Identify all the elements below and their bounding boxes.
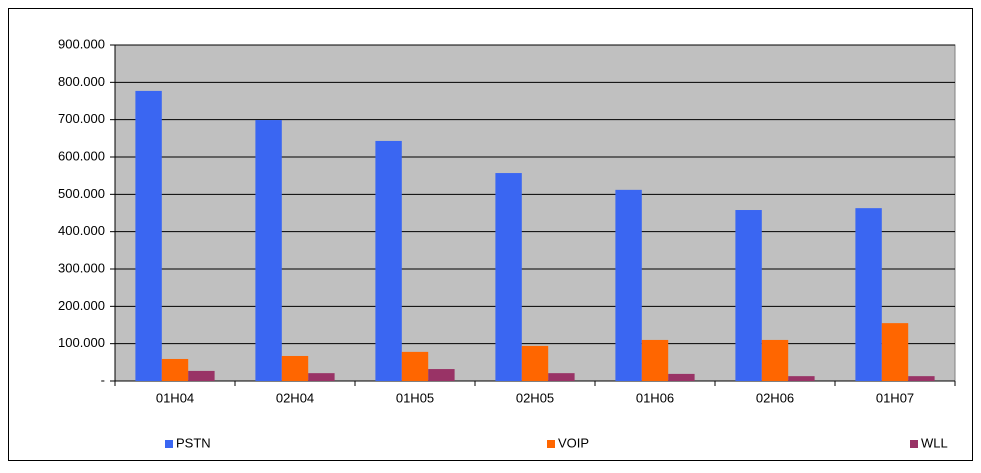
- legend-label: VOIP: [558, 435, 589, 450]
- y-tick-label: 900.000: [58, 36, 105, 51]
- y-tick-label: 800.000: [58, 74, 105, 89]
- bar: [881, 323, 909, 381]
- x-tick-label: 02H04: [276, 390, 314, 405]
- y-tick-label: 600.000: [58, 148, 105, 163]
- bar: [188, 370, 215, 381]
- bar: [548, 373, 575, 381]
- bar: [281, 355, 309, 381]
- bar: [401, 351, 429, 381]
- x-tick-label: 01H04: [156, 390, 194, 405]
- y-tick-label: 500.000: [58, 186, 105, 201]
- legend-label: WLL: [921, 435, 948, 450]
- y-tick-label: -: [101, 372, 105, 387]
- y-tick-label: 200.000: [58, 298, 105, 313]
- bar: [308, 373, 335, 381]
- legend-swatch: [910, 440, 918, 448]
- bar: [495, 173, 522, 381]
- bar: [641, 339, 669, 381]
- legend-swatch: [547, 440, 555, 448]
- bar: [761, 339, 789, 381]
- x-tick-label: 01H06: [636, 390, 674, 405]
- bar: [788, 376, 815, 381]
- plot-area: [114, 44, 956, 382]
- y-tick-label: 300.000: [58, 260, 105, 275]
- y-tick-label: 700.000: [58, 111, 105, 126]
- bar: [135, 90, 162, 382]
- y-tick-label: 400.000: [58, 223, 105, 238]
- x-tick-label: 01H05: [396, 390, 434, 405]
- bar: [668, 373, 695, 381]
- bar: [735, 210, 762, 381]
- bar: [255, 120, 282, 381]
- x-tick-label: 02H06: [756, 390, 794, 405]
- bar: [375, 140, 402, 381]
- bar: [908, 376, 935, 381]
- legend-swatch: [165, 440, 173, 448]
- bar: [161, 358, 189, 381]
- bar: [428, 369, 455, 381]
- x-tick-label: 02H05: [516, 390, 554, 405]
- bar: [615, 189, 642, 381]
- bar: [521, 345, 549, 381]
- x-tick-label: 01H07: [876, 390, 914, 405]
- legend-label: PSTN: [176, 435, 211, 450]
- y-tick-label: 100.000: [58, 335, 105, 350]
- bar: [855, 208, 882, 381]
